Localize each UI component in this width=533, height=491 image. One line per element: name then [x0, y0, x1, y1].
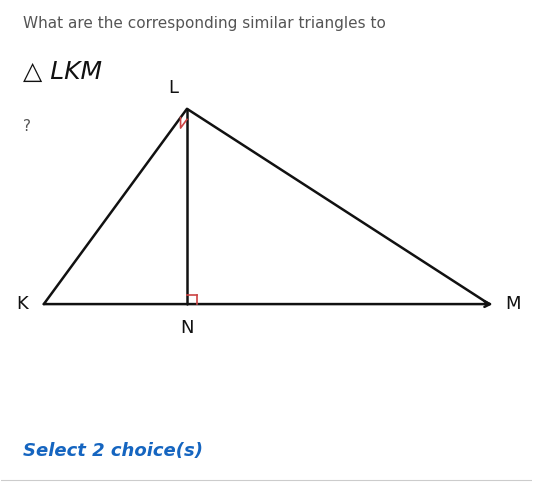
Text: ?: ?	[22, 118, 30, 134]
Text: N: N	[180, 319, 193, 337]
Text: M: M	[505, 295, 521, 313]
Text: △ LKM: △ LKM	[22, 60, 102, 84]
Text: K: K	[16, 295, 28, 313]
Text: L: L	[169, 79, 179, 97]
Text: What are the corresponding similar triangles to: What are the corresponding similar trian…	[22, 16, 385, 31]
Text: Select 2 choice(s): Select 2 choice(s)	[22, 442, 203, 461]
